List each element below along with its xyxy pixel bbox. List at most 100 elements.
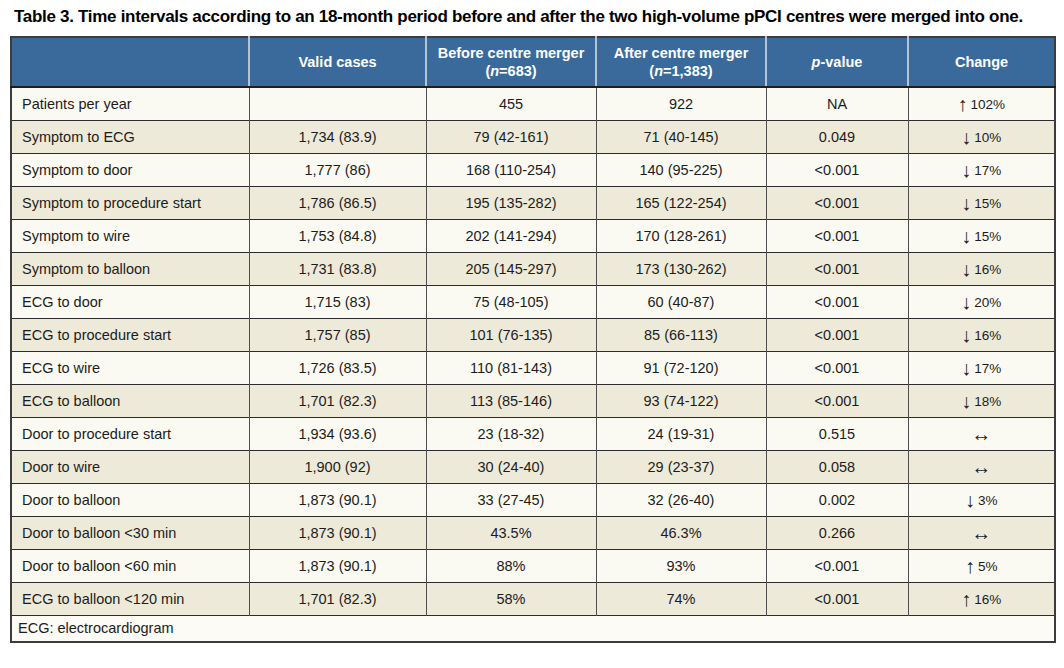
row-label: Door to balloon <30 min: [11, 516, 249, 549]
after-value: 24 (19-31): [596, 417, 766, 450]
before-value: 23 (18-32): [426, 417, 596, 450]
row-label: Symptom to door: [11, 153, 249, 186]
table-row: ECG to procedure start 1,757 (85) 101 (7…: [11, 318, 1055, 351]
header-row-label: [11, 37, 249, 87]
left-right-arrow-icon: ↔: [971, 456, 991, 478]
valid-cases-value: 1,786 (86.5): [249, 186, 426, 219]
valid-cases-value: 1,701 (82.3): [249, 384, 426, 417]
before-value: 101 (76-135): [426, 318, 596, 351]
row-label: ECG to wire: [11, 351, 249, 384]
header-p-value: p-value: [766, 37, 908, 87]
down-arrow-icon: ↓: [961, 225, 971, 247]
after-value: 74%: [596, 582, 766, 615]
down-arrow-icon: ↓: [961, 390, 971, 412]
change-value: ↑5%: [908, 549, 1055, 582]
p-value: 0.049: [766, 120, 908, 153]
change-value: ↓10%: [908, 120, 1055, 153]
row-label: ECG to balloon: [11, 384, 249, 417]
valid-cases-value: 1,900 (92): [249, 450, 426, 483]
valid-cases-value: [249, 87, 426, 120]
table-row: Patients per year 455 922 NA ↑102%: [11, 87, 1055, 120]
before-value: 195 (135-282): [426, 186, 596, 219]
before-value: 88%: [426, 549, 596, 582]
before-value: 455: [426, 87, 596, 120]
down-arrow-icon: ↓: [961, 291, 971, 313]
table-row: Symptom to ECG 1,734 (83.9) 79 (42-161) …: [11, 120, 1055, 153]
change-value: ↔: [908, 450, 1055, 483]
change-value: ↓17%: [908, 351, 1055, 384]
change-percent: 16%: [974, 262, 1001, 277]
valid-cases-value: 1,734 (83.9): [249, 120, 426, 153]
after-value: 922: [596, 87, 766, 120]
row-label: ECG to door: [11, 285, 249, 318]
valid-cases-value: 1,757 (85): [249, 318, 426, 351]
row-label: ECG to balloon <120 min: [11, 582, 249, 615]
down-arrow-icon: ↓: [961, 357, 971, 379]
change-percent: 10%: [974, 130, 1001, 145]
change-value: ↓18%: [908, 384, 1055, 417]
time-intervals-table: Valid cases Before centre merger(n=683) …: [10, 36, 1056, 643]
p-value: 0.058: [766, 450, 908, 483]
change-percent: 16%: [974, 328, 1001, 343]
table-header: Valid cases Before centre merger(n=683) …: [11, 37, 1055, 87]
change-value: ↓16%: [908, 252, 1055, 285]
up-arrow-icon: ↑: [957, 93, 967, 115]
row-label: Symptom to wire: [11, 219, 249, 252]
table-row: Symptom to door 1,777 (86) 168 (110-254)…: [11, 153, 1055, 186]
before-value: 79 (42-161): [426, 120, 596, 153]
change-percent: 16%: [974, 592, 1001, 607]
p-value: 0.515: [766, 417, 908, 450]
up-arrow-icon: ↑: [965, 555, 975, 577]
after-value: 170 (128-261): [596, 219, 766, 252]
change-value: ↓15%: [908, 186, 1055, 219]
table-row: Door to procedure start 1,934 (93.6) 23 …: [11, 417, 1055, 450]
before-value: 58%: [426, 582, 596, 615]
p-value: <0.001: [766, 153, 908, 186]
before-value: 30 (24-40): [426, 450, 596, 483]
valid-cases-value: 1,873 (90.1): [249, 483, 426, 516]
change-percent: 17%: [974, 163, 1001, 178]
p-value: <0.001: [766, 384, 908, 417]
before-value: 33 (27-45): [426, 483, 596, 516]
change-value: ↓16%: [908, 318, 1055, 351]
p-value: <0.001: [766, 351, 908, 384]
p-value: <0.001: [766, 582, 908, 615]
change-percent: 3%: [978, 493, 998, 508]
change-value: ↓15%: [908, 219, 1055, 252]
valid-cases-value: 1,753 (84.8): [249, 219, 426, 252]
change-value: ↑16%: [908, 582, 1055, 615]
before-value: 205 (145-297): [426, 252, 596, 285]
page: Table 3. Time intervals according to an …: [0, 0, 1064, 668]
table-row: Door to wire 1,900 (92) 30 (24-40) 29 (2…: [11, 450, 1055, 483]
before-value: 168 (110-254): [426, 153, 596, 186]
down-arrow-icon: ↓: [961, 159, 971, 181]
valid-cases-value: 1,701 (82.3): [249, 582, 426, 615]
p-value: <0.001: [766, 549, 908, 582]
after-value: 165 (122-254): [596, 186, 766, 219]
down-arrow-icon: ↓: [961, 126, 971, 148]
row-label: Door to balloon <60 min: [11, 549, 249, 582]
before-value: 113 (85-146): [426, 384, 596, 417]
p-value: <0.001: [766, 252, 908, 285]
change-value: ↑102%: [908, 87, 1055, 120]
header-before-n: (n=683): [485, 63, 536, 79]
after-value: 173 (130-262): [596, 252, 766, 285]
row-label: Symptom to ECG: [11, 120, 249, 153]
header-after-n: (n=1,383): [649, 63, 712, 79]
row-label: Symptom to procedure start: [11, 186, 249, 219]
change-value: ↓20%: [908, 285, 1055, 318]
up-arrow-icon: ↑: [961, 588, 971, 610]
after-value: 91 (72-120): [596, 351, 766, 384]
change-value: ↓17%: [908, 153, 1055, 186]
header-before-merger: Before centre merger(n=683): [426, 37, 596, 87]
header-valid-cases: Valid cases: [249, 37, 426, 87]
change-percent: 5%: [978, 559, 998, 574]
change-percent: 102%: [970, 97, 1005, 112]
valid-cases-value: 1,873 (90.1): [249, 549, 426, 582]
change-value: ↔: [908, 516, 1055, 549]
change-value: ↓3%: [908, 483, 1055, 516]
valid-cases-value: 1,777 (86): [249, 153, 426, 186]
after-value: 140 (95-225): [596, 153, 766, 186]
valid-cases-value: 1,873 (90.1): [249, 516, 426, 549]
table-row: Door to balloon <60 min 1,873 (90.1) 88%…: [11, 549, 1055, 582]
